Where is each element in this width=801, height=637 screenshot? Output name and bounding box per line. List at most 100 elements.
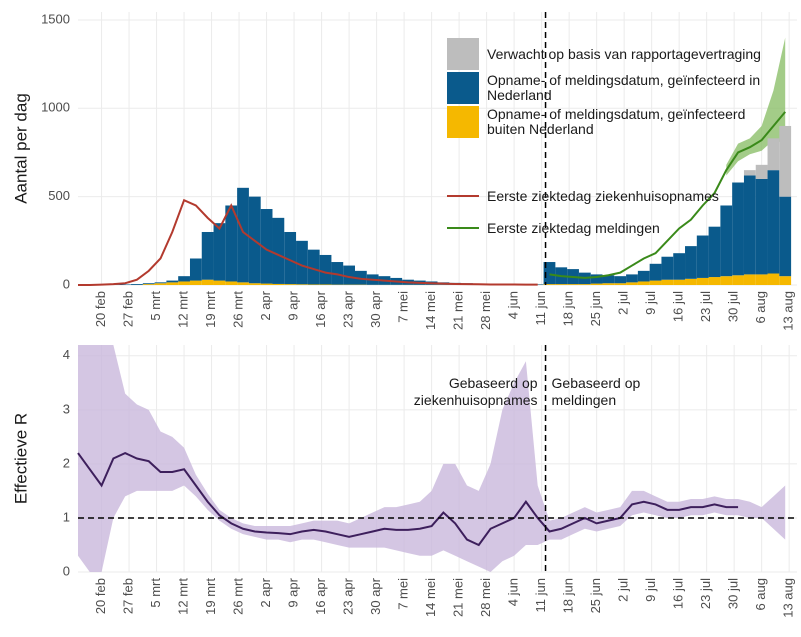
x-tick-label: 30 jul	[726, 291, 741, 322]
bar	[272, 217, 285, 284]
bar	[213, 280, 226, 285]
x-tick-label: 12 mrt	[176, 578, 191, 615]
bar	[720, 276, 733, 285]
x-tick-label: 2 jul	[616, 578, 631, 602]
legend-swatch	[447, 106, 479, 138]
bar	[307, 284, 320, 285]
bar	[732, 182, 744, 276]
bar	[743, 170, 756, 176]
bar	[767, 170, 780, 274]
bar	[201, 231, 214, 280]
bar	[732, 275, 744, 285]
bar	[154, 283, 167, 285]
bar	[260, 209, 273, 284]
x-tick-label: 19 mrt	[203, 578, 218, 615]
bar	[237, 187, 249, 283]
legend-swatch	[447, 38, 479, 70]
bar	[755, 178, 768, 275]
bar	[637, 270, 650, 282]
x-tick-label: 23 apr	[341, 577, 356, 615]
x-tick-label: 21 mei	[451, 291, 466, 330]
legend-label: Opname- of meldingsdatum, geïnfecteerd b…	[487, 106, 746, 137]
y-tick-label: 1000	[41, 100, 70, 115]
x-tick-label: 16 jul	[671, 578, 686, 609]
x-tick-label: 25 jun	[588, 291, 603, 326]
annotation: Gebaseerd op meldingen	[551, 375, 641, 408]
x-tick-label: 9 apr	[286, 577, 301, 607]
x-tick-label: 30 apr	[368, 290, 383, 328]
legend-swatch	[447, 72, 479, 104]
bar	[685, 278, 697, 285]
bar	[567, 284, 579, 285]
line	[77, 451, 739, 547]
bar	[626, 274, 638, 283]
legend-entry: Eerste ziektedag meldingen	[447, 216, 787, 240]
x-tick-label: 26 mrt	[231, 291, 246, 328]
bar	[543, 262, 556, 285]
legend-label: Eerste ziektedag ziekenhuisopnames	[487, 187, 719, 204]
x-tick-label: 11 jun	[533, 578, 548, 612]
legend-entry: Eerste ziektedag ziekenhuisopnames	[447, 184, 787, 208]
bar	[213, 223, 226, 281]
bar	[602, 283, 615, 285]
y-tick-label: 500	[48, 188, 70, 203]
x-tick-label: 11 jun	[533, 291, 548, 325]
bar	[284, 284, 297, 285]
x-tick-label: 2 jul	[616, 291, 631, 315]
line	[78, 198, 538, 286]
x-tick-label: 14 mei	[423, 578, 438, 617]
bar	[696, 235, 709, 278]
y-tick-label: 0	[63, 563, 70, 578]
bar	[142, 283, 155, 285]
bar	[248, 283, 261, 285]
x-tick-label: 16 jul	[671, 291, 686, 322]
bar	[578, 284, 591, 285]
annotation: Gebaseerd op ziekenhuisopnames	[413, 375, 538, 408]
bar	[614, 283, 627, 285]
y-tick-label: 2	[63, 455, 70, 470]
bar	[354, 270, 367, 285]
bar	[649, 280, 662, 285]
x-tick-label: 30 apr	[368, 577, 383, 615]
x-tick-label: 27 feb	[121, 578, 136, 614]
y-tick-label: 1500	[41, 11, 70, 26]
x-tick-label: 6 aug	[753, 578, 768, 611]
bar	[284, 231, 297, 285]
y-tick-label: 1	[63, 509, 70, 524]
bar	[755, 274, 768, 285]
legend-label: Opname- of meldingsdatum, geïnfecteerd i…	[487, 72, 761, 103]
x-tick-label: 4 jun	[506, 291, 521, 319]
bar	[708, 226, 721, 278]
bar	[178, 281, 190, 285]
legend-entry: Opname- of meldingsdatum, geïnfecteerd i…	[447, 72, 787, 104]
x-tick-label: 23 jul	[698, 578, 713, 609]
bar	[696, 277, 709, 285]
bar	[154, 282, 167, 284]
x-tick-label: 16 apr	[313, 290, 328, 328]
bar	[779, 196, 792, 277]
line	[549, 111, 786, 279]
x-tick-label: 30 jul	[726, 578, 741, 609]
x-tick-label: 5 mrt	[148, 578, 163, 608]
x-tick-label: 18 jun	[561, 291, 576, 326]
x-tick-label: 7 mei	[396, 578, 411, 610]
bar	[637, 281, 650, 285]
bar	[272, 283, 285, 285]
bar	[131, 284, 143, 285]
x-tick-label: 28 mei	[478, 291, 493, 330]
x-tick-label: 2 apr	[258, 577, 273, 607]
x-tick-label: 9 jul	[643, 578, 658, 602]
bar	[661, 256, 674, 280]
bar	[673, 279, 686, 285]
bar	[166, 282, 179, 285]
x-tick-label: 16 apr	[313, 577, 328, 615]
x-tick-label: 2 apr	[258, 290, 273, 320]
bar	[543, 284, 556, 285]
bar	[590, 283, 603, 285]
bar	[779, 276, 792, 285]
bar	[626, 282, 638, 285]
bar	[720, 205, 733, 277]
y-tick-label: 0	[63, 276, 70, 291]
